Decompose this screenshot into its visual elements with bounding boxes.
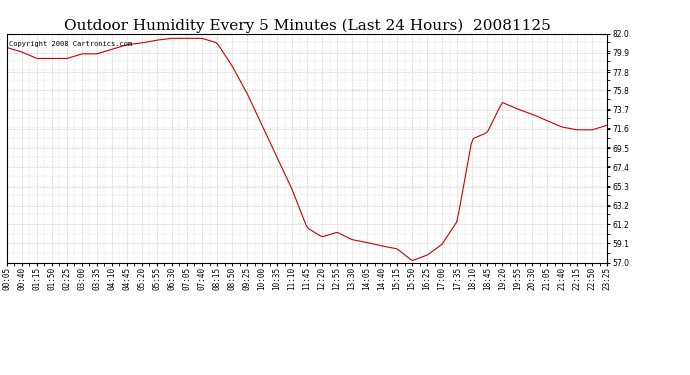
Title: Outdoor Humidity Every 5 Minutes (Last 24 Hours)  20081125: Outdoor Humidity Every 5 Minutes (Last 2… (63, 18, 551, 33)
Text: Copyright 2008 Cartronics.com: Copyright 2008 Cartronics.com (9, 40, 132, 46)
